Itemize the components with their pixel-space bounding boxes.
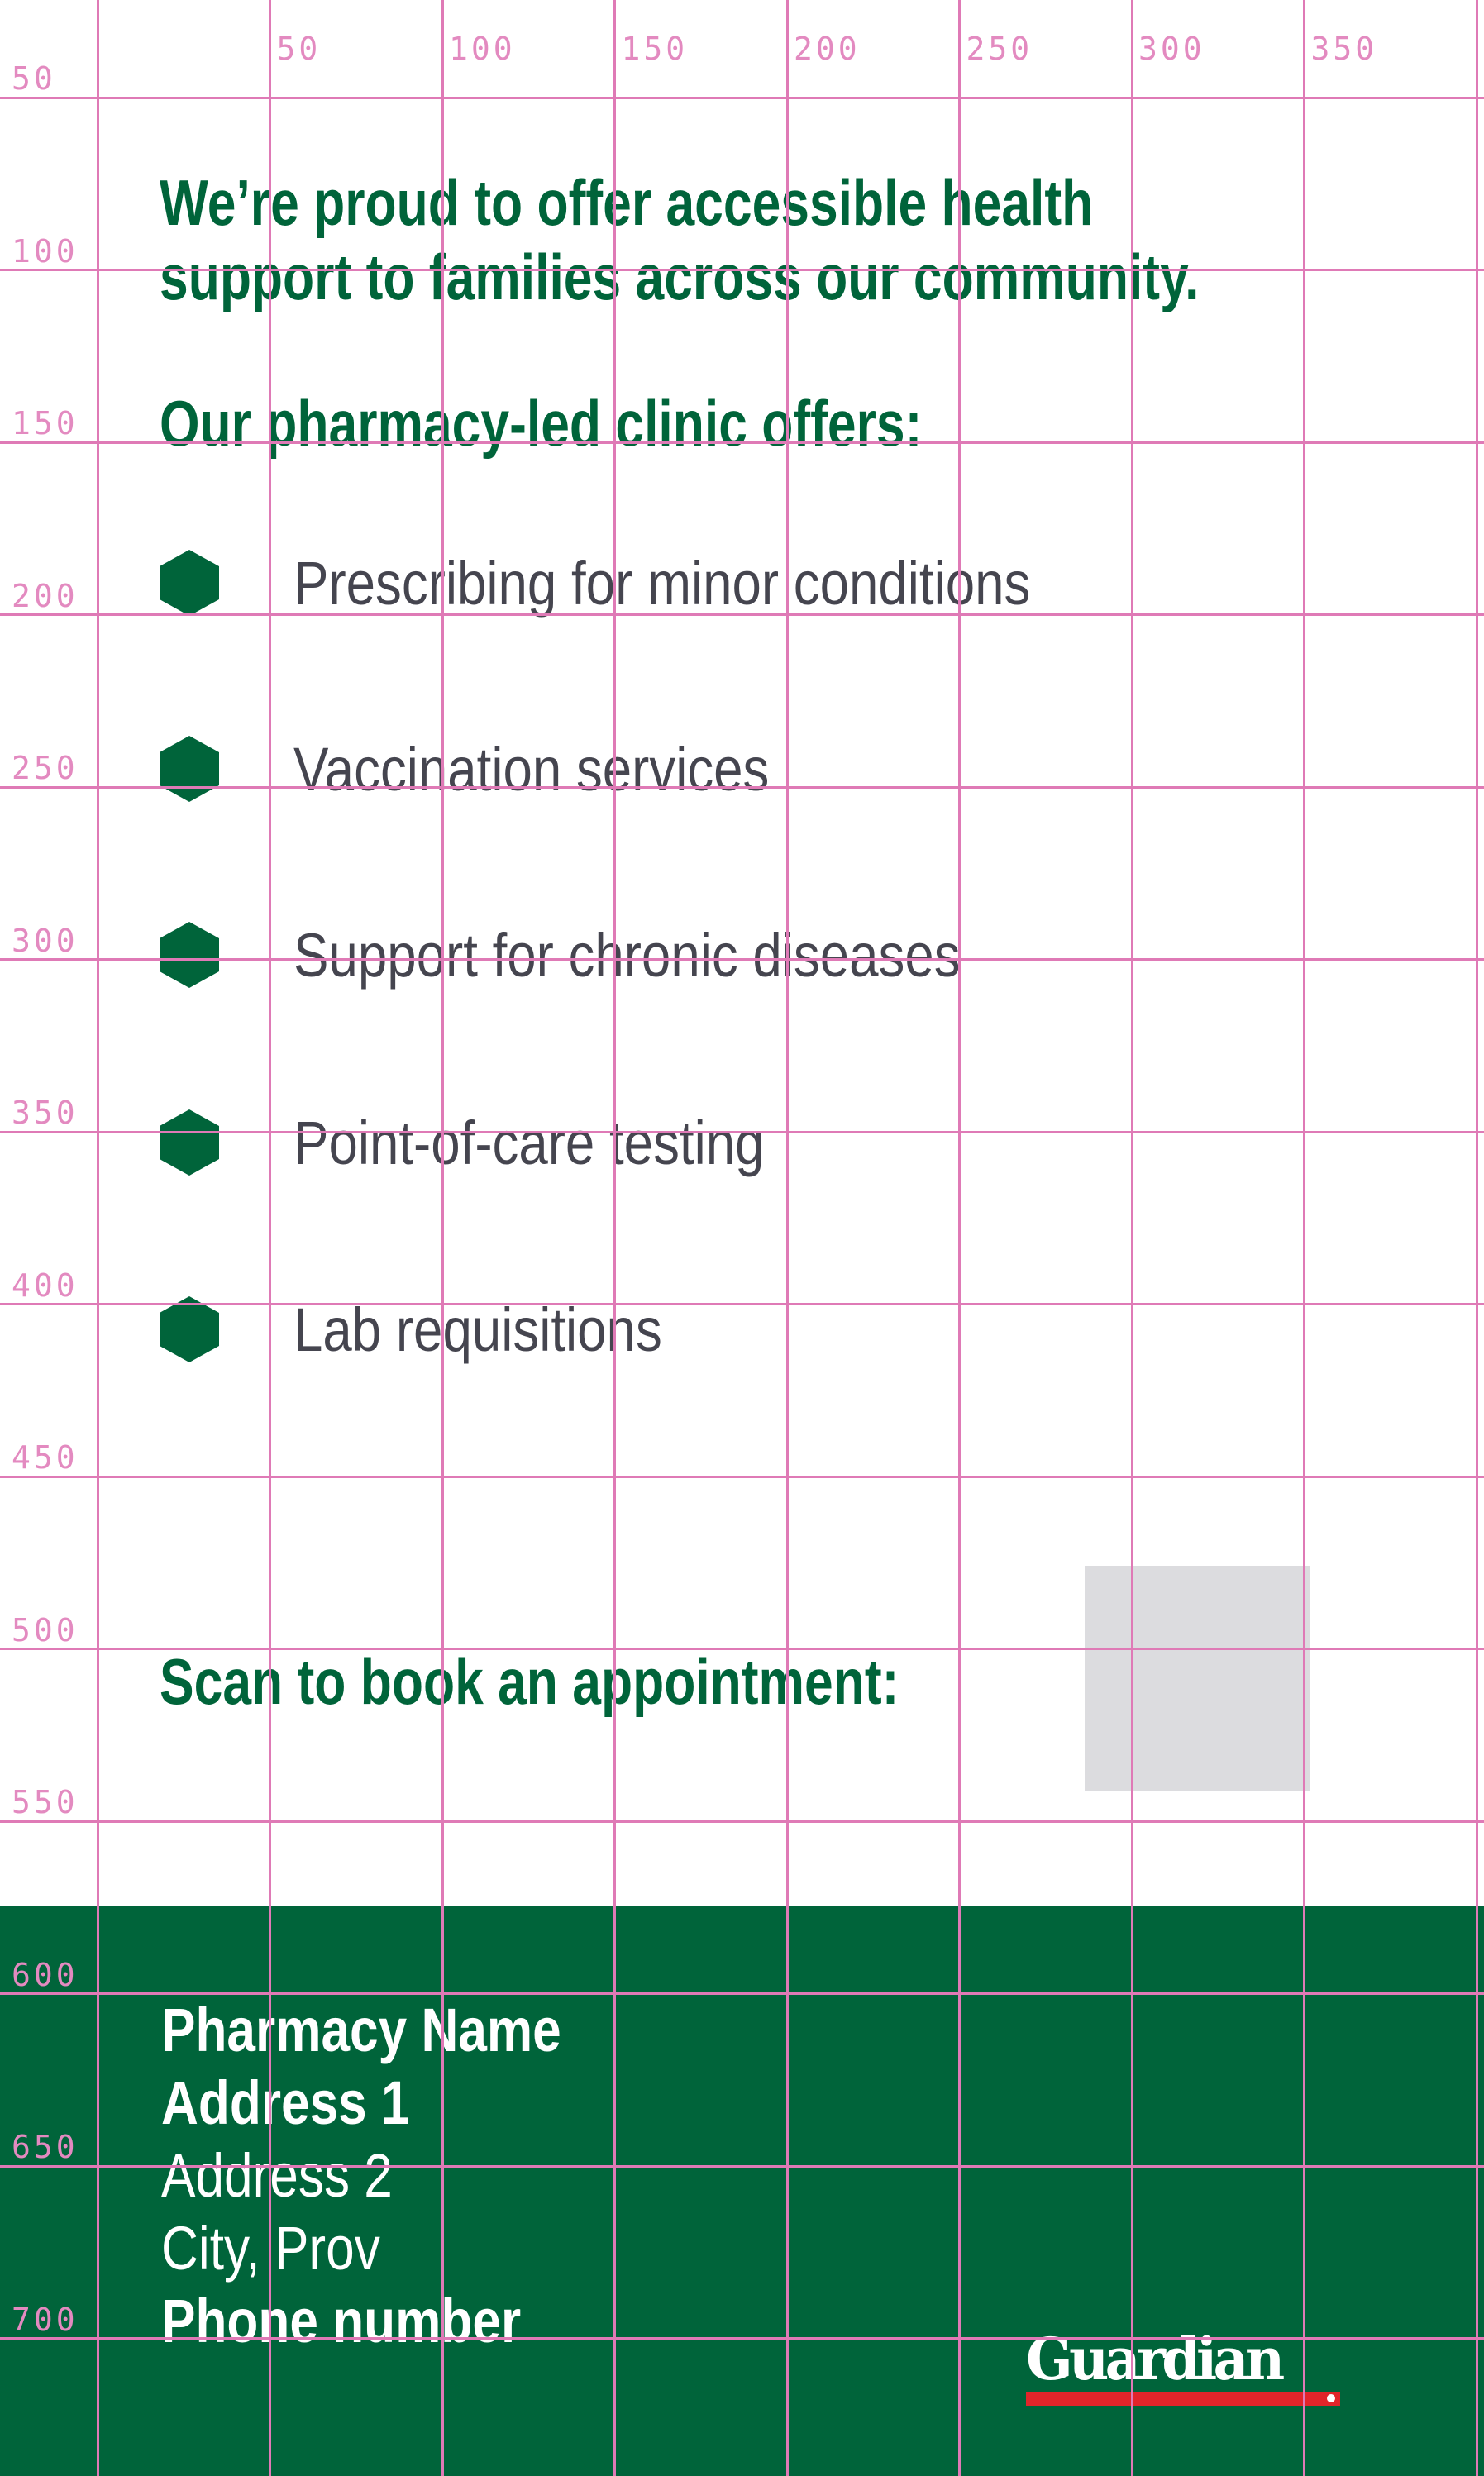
service-item: Support for chronic diseases [160,921,961,990]
phone-number: Phone number [161,2287,522,2355]
service-label: Point-of-care testing [293,1108,765,1177]
grid-y-label: 100 [12,232,79,270]
address-2: Address 2 [161,2141,393,2210]
service-label: Vaccination services [293,734,770,804]
qr-code-placeholder[interactable] [1085,1566,1310,1791]
service-item: Vaccination services [160,735,769,804]
hexagon-bullet-icon [160,922,219,988]
grid-y-label: 350 [12,1095,79,1131]
grid-y-label: 50 [12,60,56,97]
intro-line-2: support to families across our community… [160,241,1200,313]
hexagon-bullet-icon [160,1296,219,1362]
grid-x-label: 250 [966,31,1033,67]
grid-x-label: 300 [1138,31,1205,67]
grid-y-label: 200 [12,577,79,614]
hexagon-bullet-icon [160,736,219,802]
grid-x-label: 100 [449,31,516,67]
pharmacy-info: Pharmacy Name Address 1 Address 2 City, … [161,1994,637,2358]
grid-line-horizontal [0,1303,1484,1305]
intro-text: We’re proud to offer accessible health s… [160,165,1459,314]
grid-x-label: 350 [1310,31,1378,67]
logo-red-bar [1026,2392,1340,2406]
intro-line-1: We’re proud to offer accessible health [160,166,1094,239]
hexagon-bullet-icon [160,550,219,616]
grid-y-label: 150 [12,405,79,441]
registered-mark-icon [1327,2394,1335,2402]
service-label: Lab requisitions [293,1295,662,1364]
grid-y-label: 450 [12,1439,79,1476]
grid-x-label: 50 [276,31,322,67]
grid-line-horizontal [0,1820,1484,1823]
hexagon-bullet-icon [160,1109,219,1176]
logo-wordmark: Guardian [1026,2325,1285,2393]
grid-x-label: 200 [794,31,861,67]
pharmacy-name: Pharmacy Name [161,1996,561,2064]
service-label: Prescribing for minor conditions [293,548,1031,618]
city-prov: City, Prov [161,2214,380,2283]
services-heading: Our pharmacy-led clinic offers: [160,386,1113,460]
services-heading-text: Our pharmacy-led clinic offers: [160,387,923,460]
guardian-logo: Guardian [1026,2325,1340,2407]
grid-y-label: 500 [12,1611,79,1648]
address-1: Address 1 [161,2068,410,2137]
service-item: Prescribing for minor conditions [160,549,1030,618]
grid-y-label: 250 [12,750,79,786]
grid-y-label: 550 [12,1784,79,1820]
service-label: Support for chronic diseases [293,920,961,990]
service-item: Point-of-care testing [160,1109,765,1177]
footer [0,1906,1484,2476]
booking-label: Scan to book an appointment: [160,1644,1084,1719]
booking-label-text: Scan to book an appointment: [160,1645,899,1718]
grid-x-label: 150 [621,31,689,67]
grid-y-label: 300 [12,922,79,959]
grid-line-horizontal [0,1475,1484,1478]
grid-y-label: 400 [12,1267,79,1304]
service-item: Lab requisitions [160,1295,662,1364]
grid-line-horizontal [0,96,1484,99]
